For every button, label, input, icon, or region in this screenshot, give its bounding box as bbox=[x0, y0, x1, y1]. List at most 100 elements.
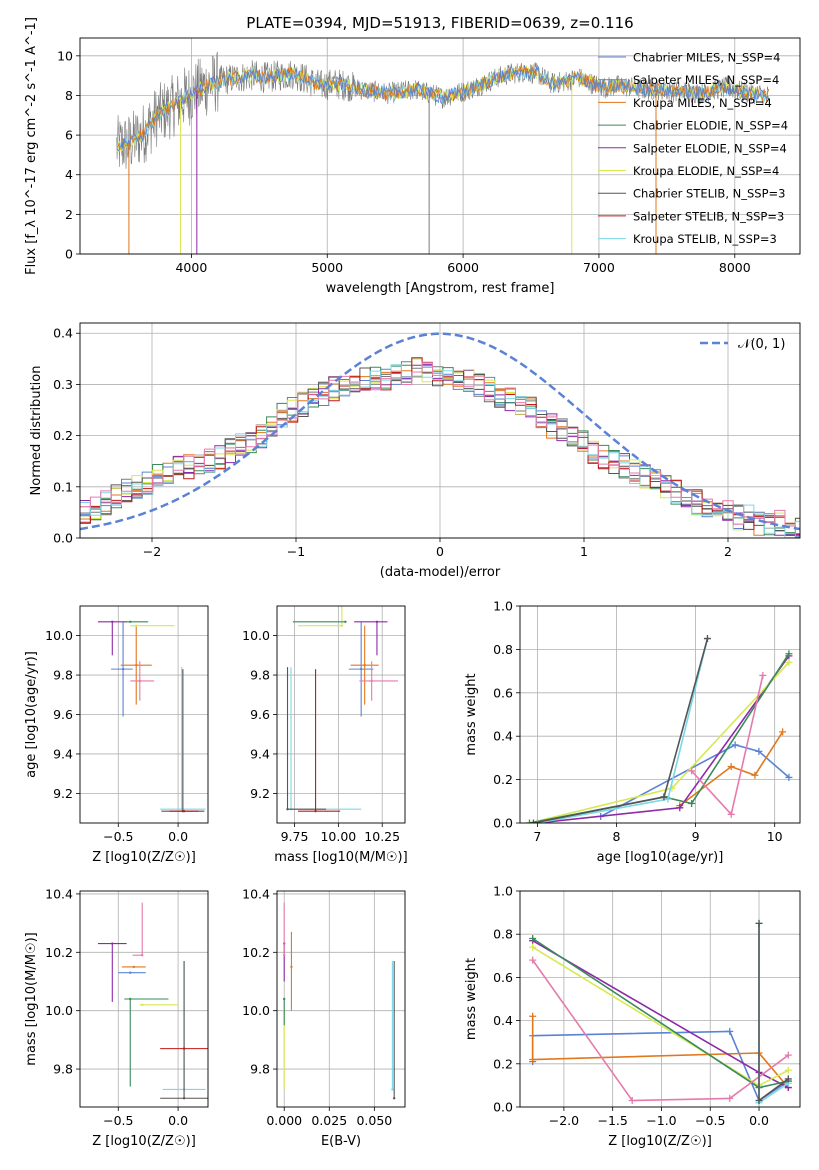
mass-weight-vs-age-marker bbox=[664, 795, 672, 803]
mass-weight-vs-age-marker bbox=[785, 650, 793, 658]
mass-vs-ebv-xtick-label: 0.000 bbox=[266, 1113, 302, 1128]
mass-vs-ebv-point bbox=[392, 1097, 396, 1100]
spectrum-ytick-label: 0 bbox=[65, 247, 73, 262]
residuals-legend: 𝒩(0, 1) bbox=[700, 337, 785, 352]
spectrum-legend-label: Salpeter STELIB, N_SSP=3 bbox=[633, 209, 784, 223]
age-vs-mass-xtick-label: 10.25 bbox=[364, 829, 400, 844]
mass-vs-z-xlabel: Z [log10(Z/Z☉)] bbox=[92, 1134, 196, 1149]
mass-weight-vs-z-xtick-label: −1.5 bbox=[598, 1113, 628, 1128]
residuals-gaussian-curve bbox=[80, 332, 800, 531]
residuals-histogram bbox=[80, 361, 800, 538]
residuals-ytick-label: 0.0 bbox=[53, 531, 73, 546]
mass-weight-vs-z-marker bbox=[784, 1051, 792, 1059]
mass-weight-vs-z-ytick-label: 0.8 bbox=[493, 927, 513, 942]
spectrum-model-line bbox=[116, 64, 770, 152]
age-vs-z-point bbox=[135, 663, 138, 667]
age-vs-mass-point bbox=[286, 807, 289, 811]
spectrum-ylabel: Flux [f_λ 10^-17 erg cm^-2 s^-1 A^-1] bbox=[24, 17, 39, 275]
mass-weight-vs-z-marker bbox=[529, 956, 537, 964]
mass-weight-vs-z-frame: −2.0 −1.5 −1.0 −0.5 0.0 0.0 0.2 0.4 0.6 0.8 1.0 Z [… bbox=[464, 884, 801, 1149]
age-vs-z-ytick-label: 9.4 bbox=[53, 746, 73, 761]
mass-vs-z-point bbox=[111, 942, 114, 945]
mass-weight-vs-age-marker bbox=[703, 635, 711, 643]
mass-vs-ebv-ytick-label: 10.4 bbox=[242, 886, 270, 901]
mass-weight-vs-z-ylabel: mass weight bbox=[464, 958, 479, 1040]
spectrum-xtick-label: 5000 bbox=[311, 260, 343, 275]
age-vs-mass-point bbox=[344, 620, 347, 623]
age-vs-z-xtick-label: −0.5 bbox=[103, 829, 133, 844]
mass-weight-vs-z-ytick-label: 0.4 bbox=[493, 1013, 513, 1028]
spectrum-ytick-label: 4 bbox=[65, 167, 73, 182]
spectrum-model-line bbox=[116, 67, 770, 150]
age-vs-mass-ytick-label: 10.0 bbox=[242, 628, 270, 643]
age-vs-mass-point bbox=[370, 679, 373, 683]
mass-vs-ebv-point bbox=[283, 997, 286, 1001]
residuals-plot bbox=[80, 332, 800, 538]
mass-vs-z-point bbox=[129, 997, 132, 1001]
age-vs-z-ytick-label: 9.8 bbox=[53, 668, 73, 683]
mass-vs-ebv-ytick-label: 10.0 bbox=[242, 1003, 270, 1018]
spectrum-ytick-label: 10 bbox=[57, 48, 73, 63]
mass-vs-ebv-ytick-label: 10.2 bbox=[242, 945, 270, 960]
age-vs-z-frame: −0.5 0.0 9.2 9.4 9.6 9.8 10.0 Z [log10(Z/Z☉)] ag… bbox=[24, 605, 209, 865]
mass-weight-vs-age-marker bbox=[529, 819, 537, 823]
age-vs-mass-xtick-label: 9.75 bbox=[281, 829, 309, 844]
mass-weight-vs-age-marker bbox=[755, 747, 763, 755]
mass-weight-vs-z-marker bbox=[529, 943, 537, 951]
spectrum-xtick-label: 4000 bbox=[175, 260, 207, 275]
age-vs-z-axes bbox=[80, 606, 208, 823]
mass-weight-vs-z-series-line bbox=[531, 1016, 789, 1089]
age-vs-mass-axes bbox=[277, 606, 405, 823]
mass-weight-vs-z-ytick-label: 1.0 bbox=[493, 884, 513, 899]
age-vs-mass-point bbox=[375, 620, 379, 623]
mass-weight-vs-age-xtick-label: 9 bbox=[692, 829, 700, 844]
age-vs-mass-point bbox=[340, 624, 344, 627]
spectrum-xtick-label: 6000 bbox=[447, 260, 479, 275]
age-vs-mass-frame: 9.75 10.00 10.25 9.2 9.4 9.6 9.8 10.0 mass [log1… bbox=[242, 605, 408, 865]
age-vs-z-xlabel: Z [log10(Z/Z☉)] bbox=[92, 850, 196, 865]
age-vs-mass-ytick-label: 9.6 bbox=[250, 707, 270, 722]
mass-weight-vs-age-marker bbox=[727, 763, 735, 771]
age-vs-z-point bbox=[182, 809, 186, 813]
mass-vs-z-ytick-label: 9.8 bbox=[53, 1062, 73, 1077]
residuals-legend-label: 𝒩(0, 1) bbox=[738, 337, 785, 352]
mass-weight-vs-z-ytick-label: 0.0 bbox=[493, 1100, 513, 1115]
residuals-ytick-label: 0.4 bbox=[53, 326, 73, 341]
residuals-xtick-label: 2 bbox=[724, 544, 732, 559]
spectrum-ytick-label: 8 bbox=[65, 88, 73, 103]
mass-weight-vs-age-marker bbox=[731, 741, 739, 749]
mass-weight-vs-age-ytick-label: 1.0 bbox=[493, 599, 513, 614]
spectrum-ytick-label: 2 bbox=[65, 207, 73, 222]
mass-weight-vs-age-frame: 7 8 9 10 0.0 0.2 0.4 0.6 0.8 1.0 age [log10(age/yr… bbox=[464, 599, 801, 865]
age-vs-z-xtick-label: 0.0 bbox=[168, 829, 188, 844]
mass-vs-ebv-xlabel: E(B-V) bbox=[321, 1134, 361, 1149]
mass-vs-z-xtick-label: −0.5 bbox=[103, 1113, 133, 1128]
mass-weight-vs-age-marker bbox=[779, 728, 787, 736]
spectrum-xlabel: wavelength [Angstrom, rest frame] bbox=[326, 281, 555, 296]
residuals-ylabel: Normed distribution bbox=[29, 366, 44, 496]
spectrum-legend-label: Chabrier ELODIE, N_SSP=4 bbox=[633, 119, 788, 133]
mass-vs-z-point bbox=[141, 1003, 144, 1007]
mass-vs-z-ytick-label: 10.0 bbox=[45, 1003, 73, 1018]
mass-vs-z-frame: −0.5 0.0 9.8 10.0 10.2 10.4 Z [log10(Z/Z☉)] mas… bbox=[24, 886, 209, 1149]
mass-weight-vs-age-ytick-label: 0.2 bbox=[493, 772, 513, 787]
mass-weight-vs-age-marker bbox=[676, 804, 684, 812]
mass-weight-vs-age-marker bbox=[785, 773, 793, 781]
spectrum-legend: Chabrier MILES, N_SSP=4 Salpeter MILES, N… bbox=[598, 51, 788, 246]
residuals-ytick-label: 0.2 bbox=[53, 428, 73, 443]
mass-weight-vs-z-marker bbox=[726, 1094, 734, 1102]
mass-weight-vs-z-marker bbox=[755, 919, 763, 927]
age-vs-mass-plot bbox=[286, 606, 398, 813]
mass-weight-vs-age-ytick-label: 0.6 bbox=[493, 685, 513, 700]
mass-weight-vs-age-xtick-label: 8 bbox=[613, 829, 621, 844]
age-vs-z-point bbox=[135, 624, 138, 627]
mass-vs-z-ytick-label: 10.4 bbox=[45, 886, 73, 901]
spectrum-legend-label: Kroupa ELODIE, N_SSP=4 bbox=[633, 164, 779, 178]
age-vs-z-ytick-label: 9.6 bbox=[53, 707, 73, 722]
spectrum-xtick-label: 8000 bbox=[719, 260, 751, 275]
residuals-histogram bbox=[80, 361, 800, 538]
spectrum-legend-label: Chabrier MILES, N_SSP=4 bbox=[633, 51, 780, 65]
mass-vs-ebv-point bbox=[283, 954, 286, 957]
mass-vs-ebv-frame: 0.000 0.025 0.050 9.8 10.0 10.2 10.4 E(B-V) bbox=[242, 886, 406, 1149]
residuals-ytick-label: 0.3 bbox=[53, 377, 73, 392]
